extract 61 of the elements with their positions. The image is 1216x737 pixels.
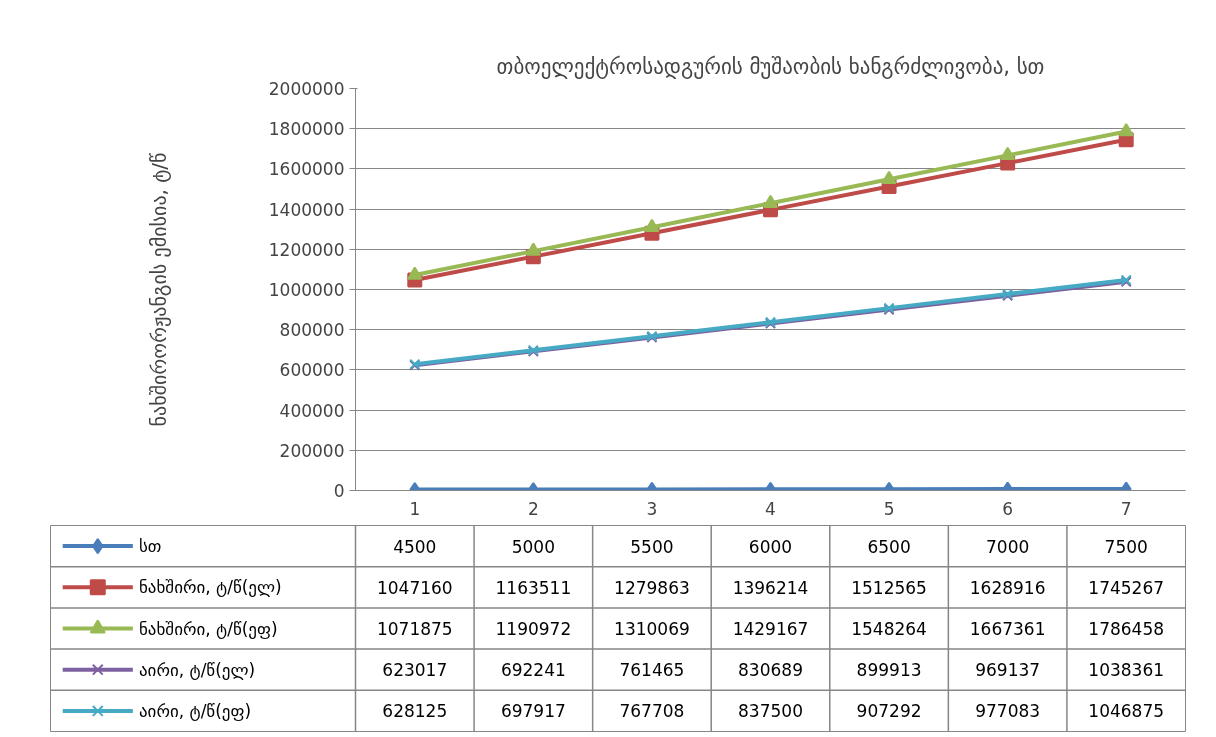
x-tick-label: 2: [527, 498, 539, 519]
data-label: 1190972: [495, 619, 572, 639]
data-label: 837500: [738, 701, 803, 722]
data-label: 969137: [975, 660, 1041, 681]
data-label: 692241: [500, 660, 566, 681]
data-label: 1046875: [1088, 701, 1165, 722]
data-label: 830689: [738, 660, 803, 681]
data-label: 7500: [1104, 536, 1148, 557]
data-label: 7000: [986, 536, 1030, 557]
legend-label: აირი, ტ/წ(ელ): [138, 659, 256, 680]
legend-label: ნახშირი, ტ/წ(ეფ): [138, 618, 278, 639]
data-label: 5500: [630, 536, 674, 557]
data-label: 977083: [975, 701, 1041, 722]
legend-label: სთ: [138, 536, 162, 557]
data-label: 1548264: [851, 619, 927, 639]
x-tick-label: 5: [883, 498, 895, 519]
data-label: 4500: [393, 536, 437, 557]
data-label: 1512565: [851, 577, 927, 598]
data-label: 907292: [856, 701, 922, 722]
point: [407, 266, 423, 280]
x-tick-label: 7: [1120, 498, 1132, 519]
y-tick-label: 1200000: [268, 239, 345, 260]
data-label: 1047160: [376, 577, 453, 598]
y-tick-label: 400000: [279, 400, 345, 421]
y-tick-label: 600000: [279, 360, 345, 381]
y-tick-label: 800000: [279, 320, 345, 341]
y-tick-label: 1400000: [268, 199, 345, 220]
data-label: 1429167: [732, 619, 809, 639]
x-tick-label: 6: [1002, 498, 1014, 519]
legend-label: აირი, ტ/წ(ეფ): [138, 700, 252, 721]
data-label: 6500: [867, 536, 911, 557]
data-label: 767708: [619, 701, 685, 722]
y-tick-label: 200000: [279, 440, 345, 461]
y-tick-label: 2000000: [268, 79, 345, 99]
y-tick-label: 1800000: [268, 119, 345, 140]
data-label: 1038361: [1088, 660, 1165, 681]
data-label: 1279863: [614, 577, 690, 598]
data-label: 761465: [619, 660, 685, 681]
data-label: 6000: [748, 536, 793, 557]
data-label: 697917: [500, 701, 566, 722]
y-tick-label: 0: [333, 481, 345, 501]
x-tick-label: 4: [765, 498, 776, 519]
data-label: 899913: [856, 660, 922, 681]
data-label: 623017: [382, 660, 448, 681]
data-label: 628125: [382, 701, 448, 722]
x-tick-label: 1: [409, 498, 421, 519]
data-label: 1628916: [969, 577, 1046, 598]
data-label: 1163511: [495, 577, 572, 598]
data-label: 1310069: [614, 619, 690, 639]
data-label: 5000: [511, 536, 555, 557]
chart-title: თბოელექტროსადგურის მუშაობის ხანგრძლივობა, სთ: [496, 54, 1045, 79]
x-tick-label: 3: [646, 498, 658, 519]
data-label: 1071875: [376, 619, 453, 639]
legend-label: ნახშირი, ტ/წ(ელ): [138, 577, 282, 598]
data-label: 1745267: [1088, 577, 1165, 598]
data-label: 1667361: [969, 619, 1046, 639]
y-axis-title: ნახშირორჟანგის ემისია, ტ/წ: [146, 152, 171, 427]
y-tick-label: 1600000: [268, 159, 345, 180]
data-label: 1396214: [732, 577, 809, 598]
data-label: 1786458: [1088, 619, 1165, 639]
y-tick-label: 1000000: [268, 280, 345, 300]
